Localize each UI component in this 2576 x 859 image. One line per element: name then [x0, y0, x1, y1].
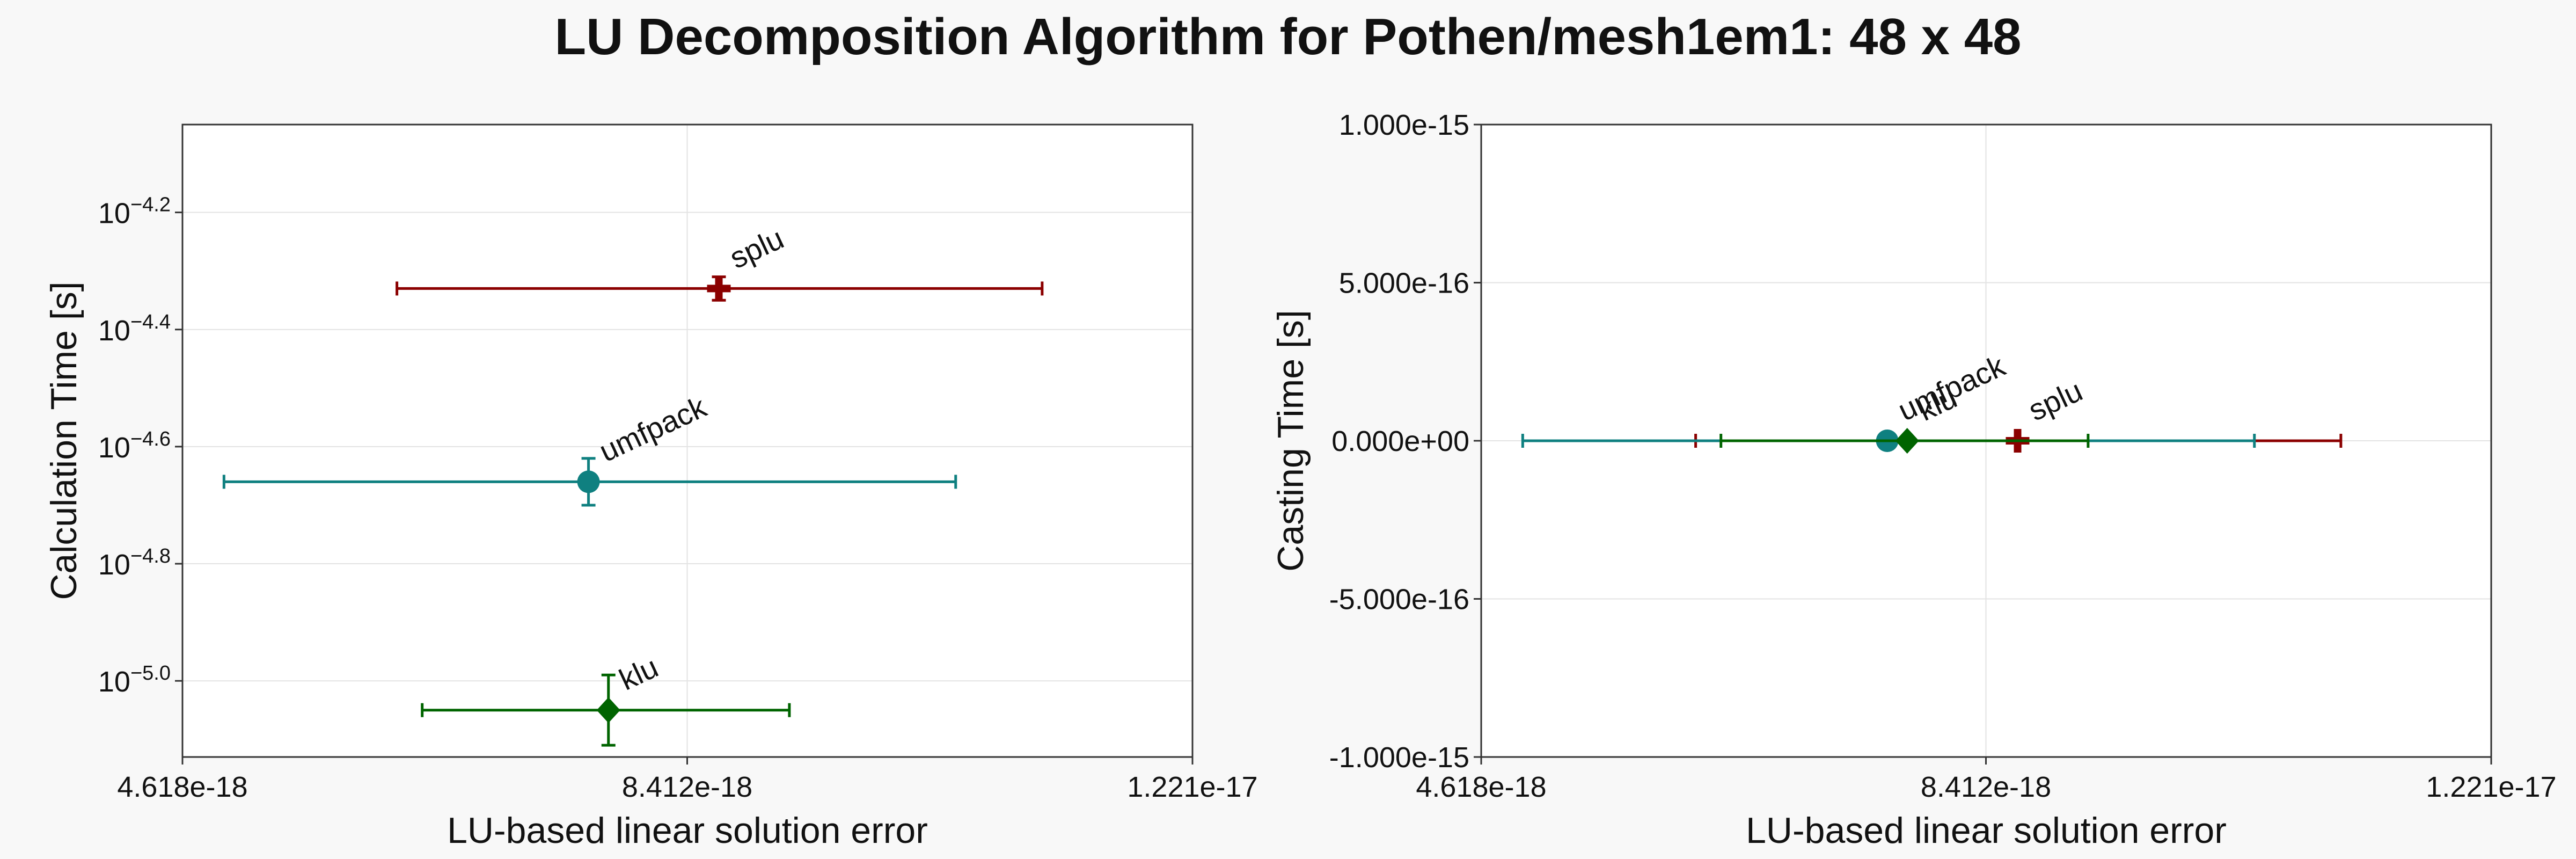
x-tick-label: 8.412e-18 — [622, 771, 752, 803]
y-tick-label: 0.000e+00 — [1331, 425, 1469, 457]
x-axis-label: LU-based linear solution error — [447, 810, 928, 851]
x-axis-label: LU-based linear solution error — [1746, 810, 2227, 851]
y-tick-label: 10−4.4 — [98, 311, 171, 347]
y-tick-label: -5.000e-16 — [1329, 584, 1469, 616]
chart-title: LU Decomposition Algorithm for Pothen/me… — [554, 8, 2022, 65]
y-axis-label: Casting Time [s] — [1270, 310, 1311, 572]
data-point-klu — [596, 697, 620, 723]
data-point-klu — [1895, 428, 1919, 454]
chart-panel-2: 4.618e-18 8.412e-18 1.221e-17 -1.000e-15 -5.… — [1270, 109, 2557, 851]
chart-panel-1: 4.618e-18 8.412e-18 1.221e-17 10−5.0 10−4.8 1… — [43, 123, 1258, 851]
data-point-splu — [707, 276, 731, 301]
y-axis-label: Calculation Time [s] — [43, 281, 84, 600]
x-tick-label: 4.618e-18 — [117, 771, 247, 803]
y-tick-label: 10−4.2 — [98, 194, 171, 230]
y-tick-label: 10−4.6 — [98, 428, 171, 464]
x-tick-label: 1.221e-17 — [2426, 771, 2556, 803]
y-tick-label: 5.000e-16 — [1339, 267, 1469, 300]
data-point-umfpack — [577, 470, 600, 493]
y-tick-label: 1.000e-15 — [1339, 109, 1469, 141]
x-tick-label: 4.618e-18 — [1416, 771, 1546, 803]
y-tick-label: 10−5.0 — [98, 662, 171, 698]
x-tick-label: 1.221e-17 — [1127, 771, 1257, 803]
x-tick-label: 8.412e-18 — [1921, 771, 2051, 803]
y-tick-label: -1.000e-15 — [1329, 741, 1469, 774]
y-tick-label: 10−4.8 — [98, 545, 171, 581]
